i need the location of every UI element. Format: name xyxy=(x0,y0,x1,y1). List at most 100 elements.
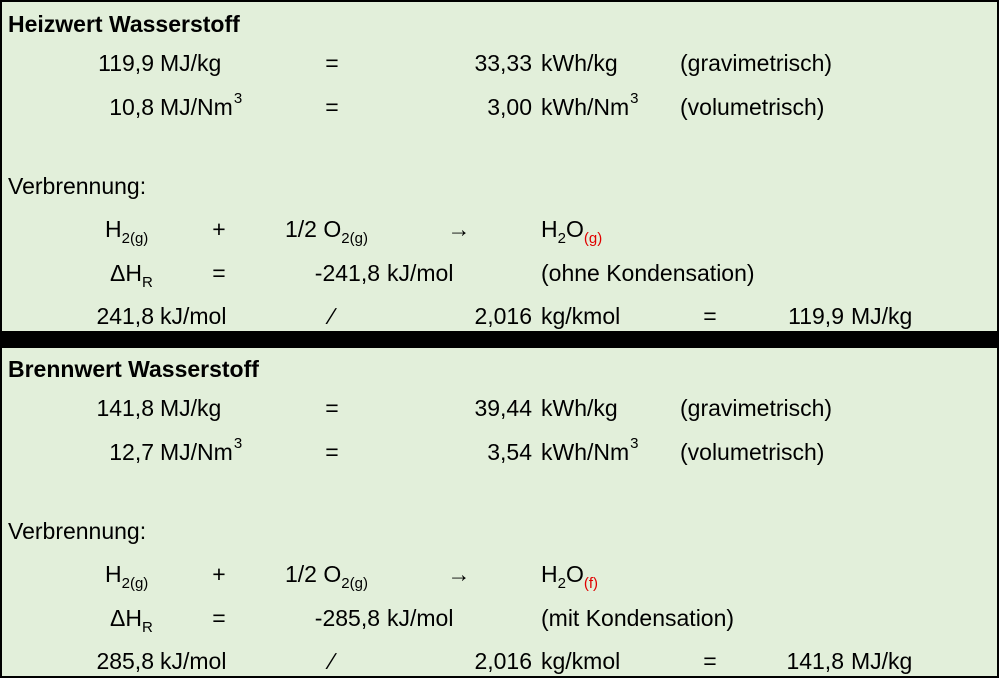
unit: MJ/kg xyxy=(160,395,221,421)
equals: = xyxy=(325,395,338,421)
value: 33,33 xyxy=(474,50,532,76)
text: 2,016 xyxy=(474,303,532,329)
text: H xyxy=(541,561,558,587)
value: 2,016 xyxy=(474,303,532,329)
value: 119,9 xyxy=(98,50,154,76)
equals: = xyxy=(325,439,338,465)
text: -241,8 xyxy=(314,260,380,286)
unit: kWh/Nm3 xyxy=(541,90,639,124)
arrow: → xyxy=(448,561,471,587)
text: H xyxy=(105,561,122,587)
text: Brennwert Wasserstoff xyxy=(8,356,259,382)
text: (gravimetrisch) xyxy=(680,50,833,76)
text: 1/2 O xyxy=(285,561,342,587)
arrow: → xyxy=(448,216,471,242)
unit: kWh/Nm3 xyxy=(541,435,639,469)
subscript: (f) xyxy=(583,575,599,592)
text: = xyxy=(325,439,339,465)
equals: = xyxy=(325,50,338,76)
text: (volumetrisch) xyxy=(680,94,825,120)
text: 2,016 xyxy=(474,648,532,674)
unit: kWh/kg xyxy=(541,395,618,421)
unit: kJ/mol xyxy=(160,303,226,329)
divider xyxy=(2,331,997,348)
text: = xyxy=(325,395,339,421)
superscript: 3 xyxy=(630,435,639,452)
equals: = xyxy=(703,648,716,674)
value: 10,8 xyxy=(109,94,154,120)
text: (mit Kondensation) xyxy=(541,605,735,631)
text: 12,7 xyxy=(109,439,154,465)
section-title: Brennwert Wasserstoff xyxy=(8,356,259,382)
formula: 1/2 O2(g) xyxy=(285,216,368,247)
text: 10,8 xyxy=(109,94,154,120)
subscript: R xyxy=(141,619,153,636)
section-title: Heizwert Wasserstoff xyxy=(8,11,240,37)
subscript: 2(g) xyxy=(341,230,368,247)
text: = xyxy=(325,50,339,76)
text: 1/2 O xyxy=(285,216,342,242)
subscript: (g) xyxy=(583,230,603,247)
equals: = xyxy=(212,260,225,286)
text: (ohne Kondensation) xyxy=(541,260,755,286)
value: 39,44 xyxy=(474,395,532,421)
text: O xyxy=(565,216,584,242)
unit: kJ/mol xyxy=(387,605,453,631)
value: 2,016 xyxy=(474,648,532,674)
value: 3,54 xyxy=(487,439,532,465)
equals: = xyxy=(325,94,338,120)
value: 141,8 xyxy=(96,395,154,421)
text: = xyxy=(703,648,717,674)
note: (volumetrisch) xyxy=(680,94,824,120)
operator: ∕ xyxy=(330,648,334,674)
text: 39,44 xyxy=(474,395,532,421)
text: + xyxy=(212,561,226,587)
text: MJ/kg xyxy=(851,648,913,674)
text: kWh/kg xyxy=(541,395,618,421)
unit: kJ/mol xyxy=(160,648,226,674)
text: kWh/Nm xyxy=(541,439,630,465)
text: H xyxy=(105,216,122,242)
text: 33,33 xyxy=(474,50,532,76)
text: H xyxy=(541,216,558,242)
text: 3,00 xyxy=(487,94,532,120)
symbol: ΔHR xyxy=(110,605,153,636)
unit: MJ/Nm3 xyxy=(160,435,242,469)
text: ∕ xyxy=(330,303,334,329)
text: 119,9 xyxy=(98,50,154,76)
text: 119,9 xyxy=(788,303,844,329)
equals: = xyxy=(703,303,716,329)
value: 285,8 xyxy=(96,648,154,674)
text: kWh/kg xyxy=(541,50,618,76)
unit: MJ/kg xyxy=(160,50,221,76)
text: ΔH xyxy=(110,260,142,286)
formula: 1/2 O2(g) xyxy=(285,561,368,592)
text: 241,8 xyxy=(96,303,154,329)
text: O xyxy=(565,561,584,587)
value: 12,7 xyxy=(109,439,154,465)
text: Heizwert Wasserstoff xyxy=(8,11,240,37)
value: -241,8 xyxy=(315,260,380,286)
note: (gravimetrisch) xyxy=(680,395,832,421)
text: 141,8 xyxy=(96,395,154,421)
note: (gravimetrisch) xyxy=(680,50,832,76)
unit: kg/kmol xyxy=(541,303,620,329)
text: kWh/Nm xyxy=(541,94,630,120)
value: 241,8 xyxy=(96,303,154,329)
superscript: 3 xyxy=(233,90,243,107)
unit: MJ/kg xyxy=(851,648,912,674)
unit: kWh/kg xyxy=(541,50,618,76)
equals: = xyxy=(212,605,225,631)
text: MJ/Nm xyxy=(160,94,233,120)
subscript: 2(g) xyxy=(341,575,368,592)
text: Verbrennung: xyxy=(8,173,147,199)
superscript: 3 xyxy=(233,435,243,452)
superscript: 3 xyxy=(630,90,639,107)
formula: H2O(g) xyxy=(541,216,603,247)
value: 119,9 xyxy=(788,303,844,329)
operator: ∕ xyxy=(330,303,334,329)
text: Verbrennung: xyxy=(8,518,147,544)
unit: kJ/mol xyxy=(387,260,453,286)
unit: kg/kmol xyxy=(541,648,620,674)
